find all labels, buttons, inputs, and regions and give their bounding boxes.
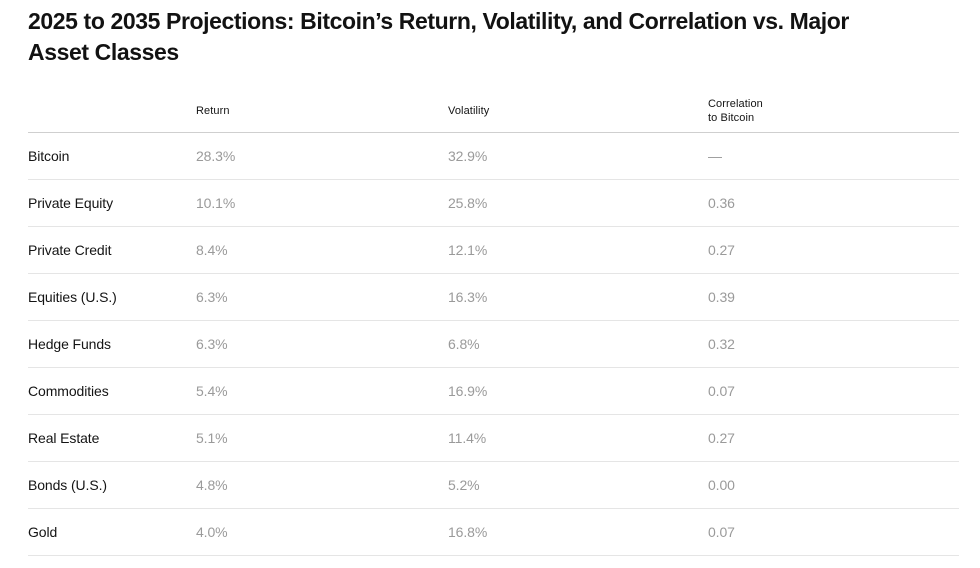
- correlation-value: 0.39: [708, 289, 735, 305]
- page-title: 2025 to 2035 Projections: Bitcoin’s Retu…: [28, 6, 959, 68]
- return-value: 4.8%: [196, 477, 228, 493]
- table-row: Bonds (U.S.) 4.8% 5.2% 0.00: [28, 462, 959, 509]
- table-row: Hedge Funds 6.3% 6.8% 0.32: [28, 321, 959, 368]
- table-row: Bitcoin 28.3% 32.9% —: [28, 133, 959, 180]
- table-row: Commodities 5.4% 16.9% 0.07: [28, 368, 959, 415]
- table-header-row: Return Volatility Correlation to Bitcoin: [28, 89, 959, 133]
- projections-table: Return Volatility Correlation to Bitcoin…: [28, 89, 959, 556]
- asset-name: Commodities: [28, 383, 109, 399]
- col-header-volatility: Volatility: [448, 104, 490, 117]
- table-row: Equities (U.S.) 6.3% 16.3% 0.39: [28, 274, 959, 321]
- return-value: 6.3%: [196, 336, 228, 352]
- page-title-line2: Asset Classes: [28, 39, 179, 65]
- asset-name: Gold: [28, 524, 58, 540]
- return-value: 5.1%: [196, 430, 228, 446]
- asset-name: Bonds (U.S.): [28, 477, 107, 493]
- correlation-value: 0.00: [708, 477, 735, 493]
- asset-name: Equities (U.S.): [28, 289, 117, 305]
- table-row: Real Estate 5.1% 11.4% 0.27: [28, 415, 959, 462]
- col-header-return: Return: [196, 104, 230, 117]
- volatility-value: 6.8%: [448, 336, 480, 352]
- correlation-value: —: [708, 148, 722, 164]
- return-value: 4.0%: [196, 524, 228, 540]
- volatility-value: 16.3%: [448, 289, 488, 305]
- volatility-value: 5.2%: [448, 477, 480, 493]
- correlation-value: 0.27: [708, 242, 735, 258]
- asset-name: Bitcoin: [28, 148, 70, 164]
- return-value: 8.4%: [196, 242, 228, 258]
- asset-name: Private Equity: [28, 195, 113, 211]
- volatility-value: 11.4%: [448, 430, 487, 446]
- table-row: Private Equity 10.1% 25.8% 0.36: [28, 180, 959, 227]
- correlation-value: 0.36: [708, 195, 735, 211]
- volatility-value: 32.9%: [448, 148, 488, 164]
- table-body: Bitcoin 28.3% 32.9% — Private Equity 10.…: [28, 133, 959, 556]
- return-value: 5.4%: [196, 383, 228, 399]
- table-row: Gold 4.0% 16.8% 0.07: [28, 509, 959, 556]
- table-row: Private Credit 8.4% 12.1% 0.27: [28, 227, 959, 274]
- return-value: 28.3%: [196, 148, 236, 164]
- col-header-correlation: Correlation to Bitcoin: [708, 97, 763, 124]
- volatility-value: 16.9%: [448, 383, 488, 399]
- correlation-value: 0.07: [708, 383, 735, 399]
- correlation-value: 0.32: [708, 336, 735, 352]
- asset-name: Private Credit: [28, 242, 112, 258]
- page-title-line1: 2025 to 2035 Projections: Bitcoin’s Retu…: [28, 8, 849, 34]
- return-value: 6.3%: [196, 289, 228, 305]
- volatility-value: 16.8%: [448, 524, 488, 540]
- correlation-value: 0.07: [708, 524, 735, 540]
- asset-name: Real Estate: [28, 430, 100, 446]
- correlation-value: 0.27: [708, 430, 735, 446]
- asset-name: Hedge Funds: [28, 336, 111, 352]
- volatility-value: 25.8%: [448, 195, 488, 211]
- volatility-value: 12.1%: [448, 242, 488, 258]
- return-value: 10.1%: [196, 195, 236, 211]
